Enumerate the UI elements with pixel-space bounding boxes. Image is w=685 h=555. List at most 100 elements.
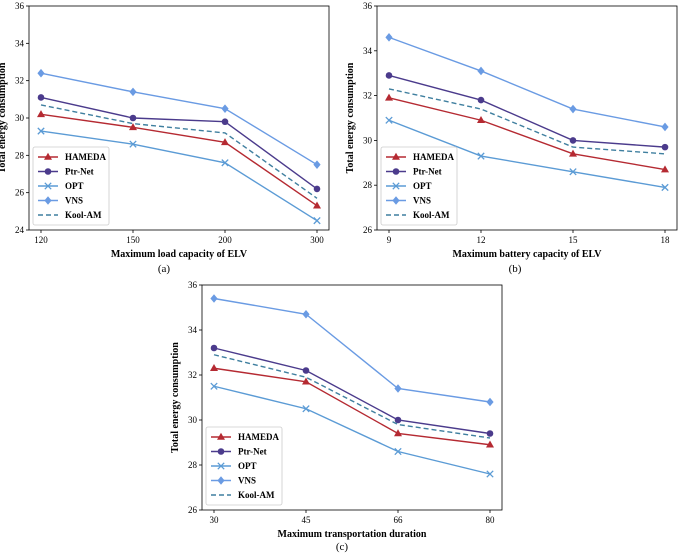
series-opt bbox=[210, 382, 494, 478]
data-point-marker bbox=[569, 149, 577, 157]
data-point-marker bbox=[661, 143, 669, 151]
data-point-marker bbox=[221, 138, 229, 146]
y-tick-label: 34 bbox=[188, 325, 198, 335]
data-point-marker bbox=[313, 217, 321, 225]
legend-marker bbox=[217, 476, 225, 485]
legend-label: OPT bbox=[65, 181, 84, 191]
legend: HAMEDA Ptr-Net OPT VNS Kool-AM bbox=[205, 426, 283, 506]
data-point-marker bbox=[37, 94, 45, 101]
y-tick-label: 36 bbox=[188, 280, 198, 290]
chart-panel-3: 26 28 30 32 34 36 30 45 66 80 Maximum transportati… bbox=[170, 280, 503, 553]
y-tick-label: 26 bbox=[188, 505, 198, 515]
legend-label: VNS bbox=[413, 196, 431, 206]
panel-caption: (b) bbox=[509, 263, 522, 275]
data-point-marker bbox=[37, 68, 45, 78]
data-point-marker bbox=[486, 397, 494, 407]
y-tick-label: 26 bbox=[363, 225, 373, 235]
data-point-marker bbox=[129, 87, 137, 97]
y-tick-label: 30 bbox=[188, 415, 198, 425]
series-line bbox=[213, 297, 491, 403]
x-tick-label: 30 bbox=[210, 515, 220, 525]
data-point-marker bbox=[385, 72, 393, 79]
legend: HAMEDA Ptr-Net OPT VNS Kool-AM bbox=[380, 146, 458, 226]
legend-label: HAMEDA bbox=[413, 152, 454, 162]
series-line bbox=[388, 74, 666, 148]
series-line bbox=[213, 385, 491, 475]
series-vns bbox=[385, 33, 669, 132]
legend: HAMEDA Ptr-Net OPT VNS Kool-AM bbox=[32, 146, 110, 226]
data-point-marker bbox=[477, 116, 485, 124]
legend-marker bbox=[44, 168, 52, 175]
y-tick-label: 32 bbox=[363, 91, 372, 101]
data-point-marker bbox=[477, 66, 485, 76]
data-point-marker bbox=[385, 116, 393, 124]
legend-box bbox=[32, 146, 110, 226]
data-point-marker bbox=[302, 367, 310, 374]
series-ptr-net bbox=[385, 72, 669, 151]
y-tick-label: 32 bbox=[188, 370, 197, 380]
data-point-marker bbox=[129, 123, 137, 131]
x-tick-label: 150 bbox=[126, 235, 140, 245]
data-point-marker bbox=[394, 416, 402, 424]
data-point-marker bbox=[569, 168, 577, 176]
x-tick-label: 9 bbox=[387, 235, 392, 245]
data-point-marker bbox=[37, 127, 45, 135]
panel-caption: (c) bbox=[336, 541, 349, 553]
legend-marker bbox=[44, 182, 52, 190]
series-ptr-net bbox=[37, 94, 321, 193]
series-line bbox=[40, 104, 318, 199]
data-point-marker bbox=[302, 377, 310, 385]
legend-marker bbox=[392, 152, 400, 160]
x-tick-label: 200 bbox=[218, 235, 232, 245]
legend-marker bbox=[217, 462, 225, 470]
chart-panel-2: 26 28 30 32 34 36 9 12 15 18 Maximum battery capac… bbox=[345, 1, 678, 275]
legend-label: Kool-AM bbox=[413, 210, 450, 220]
data-point-marker bbox=[302, 405, 310, 413]
y-tick-label: 28 bbox=[15, 150, 25, 160]
plot-frame bbox=[201, 284, 503, 511]
data-point-marker bbox=[129, 140, 137, 148]
legend-label: VNS bbox=[238, 476, 256, 486]
data-point-marker bbox=[129, 114, 137, 122]
series-line bbox=[40, 96, 318, 190]
data-point-marker bbox=[221, 118, 229, 126]
legend-label: Kool-AM bbox=[65, 210, 102, 220]
series-opt bbox=[385, 116, 669, 192]
x-axis-label: Maximum transportation duration bbox=[278, 529, 427, 540]
y-axis-label: Total energy consumption bbox=[170, 342, 181, 453]
panel-caption: (a) bbox=[158, 263, 171, 275]
legend-label: HAMEDA bbox=[238, 432, 279, 442]
legend-marker bbox=[392, 168, 400, 175]
series-line bbox=[40, 72, 318, 166]
legend-label: VNS bbox=[65, 196, 83, 206]
series-opt bbox=[37, 127, 321, 225]
series-ptr-net bbox=[210, 344, 494, 437]
data-point-marker bbox=[661, 122, 669, 132]
series-line bbox=[40, 130, 318, 222]
data-point-marker bbox=[569, 137, 577, 144]
data-point-marker bbox=[661, 165, 669, 173]
series-vns bbox=[37, 68, 321, 169]
y-axis-label: Total energy consumption bbox=[345, 62, 356, 173]
data-point-marker bbox=[313, 160, 321, 169]
legend-marker bbox=[392, 182, 400, 190]
data-point-marker bbox=[394, 447, 402, 456]
y-tick-label: 24 bbox=[15, 225, 25, 235]
legend-label: Ptr-Net bbox=[238, 447, 267, 457]
legend-label: OPT bbox=[413, 181, 432, 191]
x-tick-label: 80 bbox=[486, 515, 496, 525]
legend-marker bbox=[217, 432, 225, 440]
legend-box bbox=[205, 426, 283, 506]
y-tick-label: 30 bbox=[363, 135, 373, 145]
data-point-marker bbox=[313, 201, 321, 209]
data-point-marker bbox=[486, 430, 494, 437]
data-point-marker bbox=[37, 110, 45, 118]
data-point-marker bbox=[477, 96, 485, 104]
series-hameda bbox=[385, 93, 669, 173]
series-line bbox=[388, 36, 666, 128]
series-line bbox=[388, 97, 666, 171]
series-line bbox=[40, 113, 318, 207]
data-point-marker bbox=[385, 33, 393, 42]
data-point-marker bbox=[210, 294, 218, 303]
data-point-marker bbox=[661, 183, 669, 192]
